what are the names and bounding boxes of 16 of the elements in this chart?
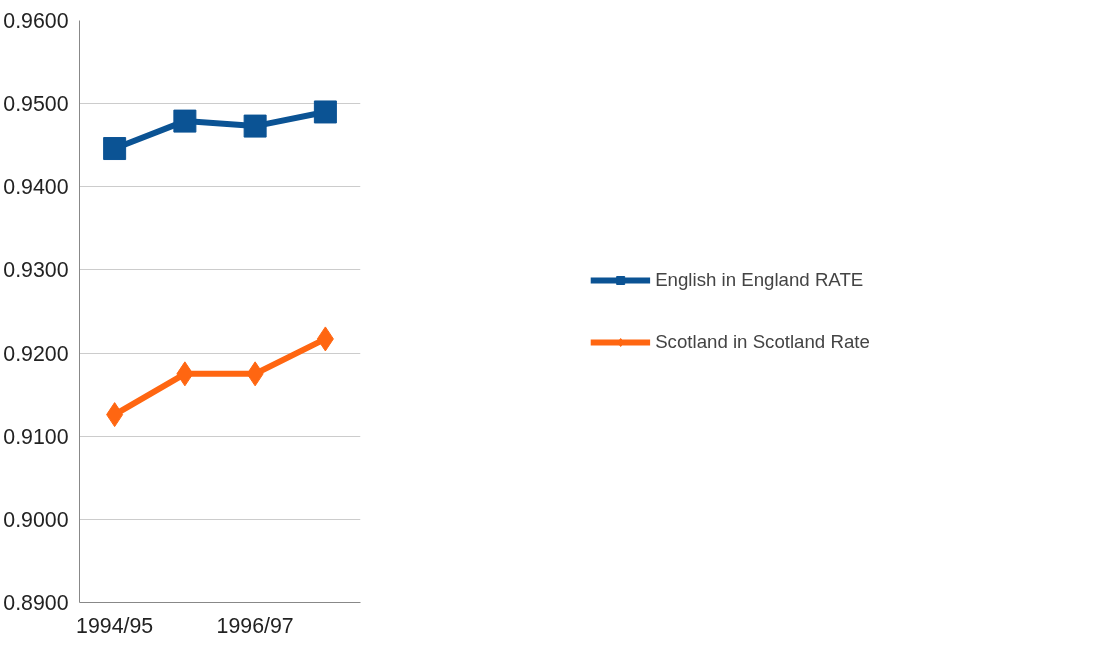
y-tick-label: 0.8900 [3, 591, 69, 615]
y-tick-label: 0.9500 [3, 92, 69, 117]
y-tick-label: 0.9600 [3, 9, 69, 33]
y-tick-label: 0.9400 [3, 175, 69, 200]
y-tick-label: 0.9300 [3, 258, 69, 283]
point [173, 109, 197, 133]
legend-label: English in England RATE [655, 269, 864, 291]
x-tick-label: 1994/95 [76, 613, 154, 638]
y-tick-label: 0.9100 [3, 424, 69, 449]
point [243, 114, 267, 138]
y-tick-label: 0.9200 [3, 341, 69, 366]
y-tick-label: 0.9000 [3, 507, 69, 532]
x-tick-label: 1996/97 [216, 613, 294, 638]
point [313, 100, 337, 124]
legend-label: Scotland in Scotland Rate [655, 331, 870, 353]
point [103, 137, 127, 161]
